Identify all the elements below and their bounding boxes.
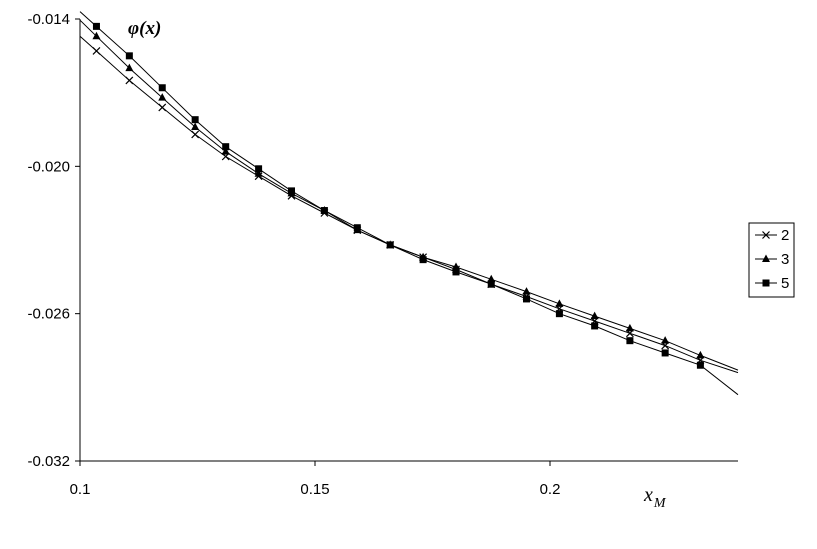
data-point [555, 310, 563, 318]
x-axis-label: xM [643, 484, 667, 511]
data-point [353, 224, 361, 232]
data-point [522, 287, 531, 295]
x-axis-label-main: x [643, 484, 653, 506]
data-point [626, 337, 634, 345]
data-point [696, 361, 704, 369]
data-point [523, 295, 530, 303]
legend-label: 5 [781, 275, 789, 292]
series-5 [79, 11, 739, 396]
data-point [386, 241, 394, 249]
plot-area [79, 11, 739, 396]
legend-label: 3 [781, 251, 789, 268]
data-point [555, 299, 564, 307]
data-point [158, 84, 166, 92]
y-tick-label: -0.014 [27, 11, 70, 28]
data-point [661, 336, 670, 344]
data-point [221, 147, 230, 155]
series-line-5 [79, 11, 739, 396]
x-axis-label-subscript: M [653, 496, 667, 511]
y-axis-label: φ(x) [128, 18, 161, 39]
data-point [320, 207, 328, 215]
legend-item-5: 5 [755, 275, 789, 292]
legend-label: 2 [781, 227, 789, 244]
legend: 2 3 5 [748, 222, 795, 298]
data-point [591, 322, 599, 330]
data-point [125, 76, 134, 85]
series-line-3 [79, 19, 739, 371]
x-axis: 0.1 0.15 0.2 [70, 460, 738, 498]
data-point [487, 280, 495, 288]
series-line-2 [79, 35, 739, 374]
data-point [222, 143, 230, 151]
data-point [158, 93, 167, 101]
data-point [625, 323, 634, 332]
x-tick-label: 0.15 [300, 481, 329, 498]
x-tick-label: 0.1 [70, 481, 91, 498]
legend-item-3: 3 [755, 251, 789, 268]
legend-marker [762, 254, 770, 262]
y-tick-label: -0.026 [27, 306, 70, 323]
data-point [92, 46, 101, 55]
data-point [158, 103, 167, 112]
data-point [92, 22, 100, 30]
data-point [487, 274, 496, 283]
x-tick-label: 0.2 [540, 481, 561, 498]
data-point [419, 256, 427, 264]
data-point [661, 349, 669, 357]
data-point [452, 262, 460, 271]
y-tick-label: -0.020 [27, 158, 70, 175]
data-point [288, 187, 295, 195]
data-point [590, 311, 599, 320]
data-point [125, 52, 133, 60]
y-axis: -0.014 -0.020 -0.026 -0.032 [27, 11, 81, 470]
data-point [191, 122, 200, 131]
data-point [696, 350, 705, 359]
data-point [452, 268, 460, 276]
legend-marker [762, 231, 770, 239]
data-point [125, 63, 134, 72]
data-point [191, 116, 199, 124]
series-3 [79, 19, 739, 371]
legend-marker [762, 279, 770, 287]
series-2 [79, 35, 739, 374]
data-point [92, 31, 101, 40]
data-point [254, 169, 263, 177]
data-point [191, 130, 200, 139]
y-tick-label: -0.032 [27, 453, 70, 470]
legend-item-2: 2 [755, 227, 789, 244]
data-point [255, 165, 263, 173]
